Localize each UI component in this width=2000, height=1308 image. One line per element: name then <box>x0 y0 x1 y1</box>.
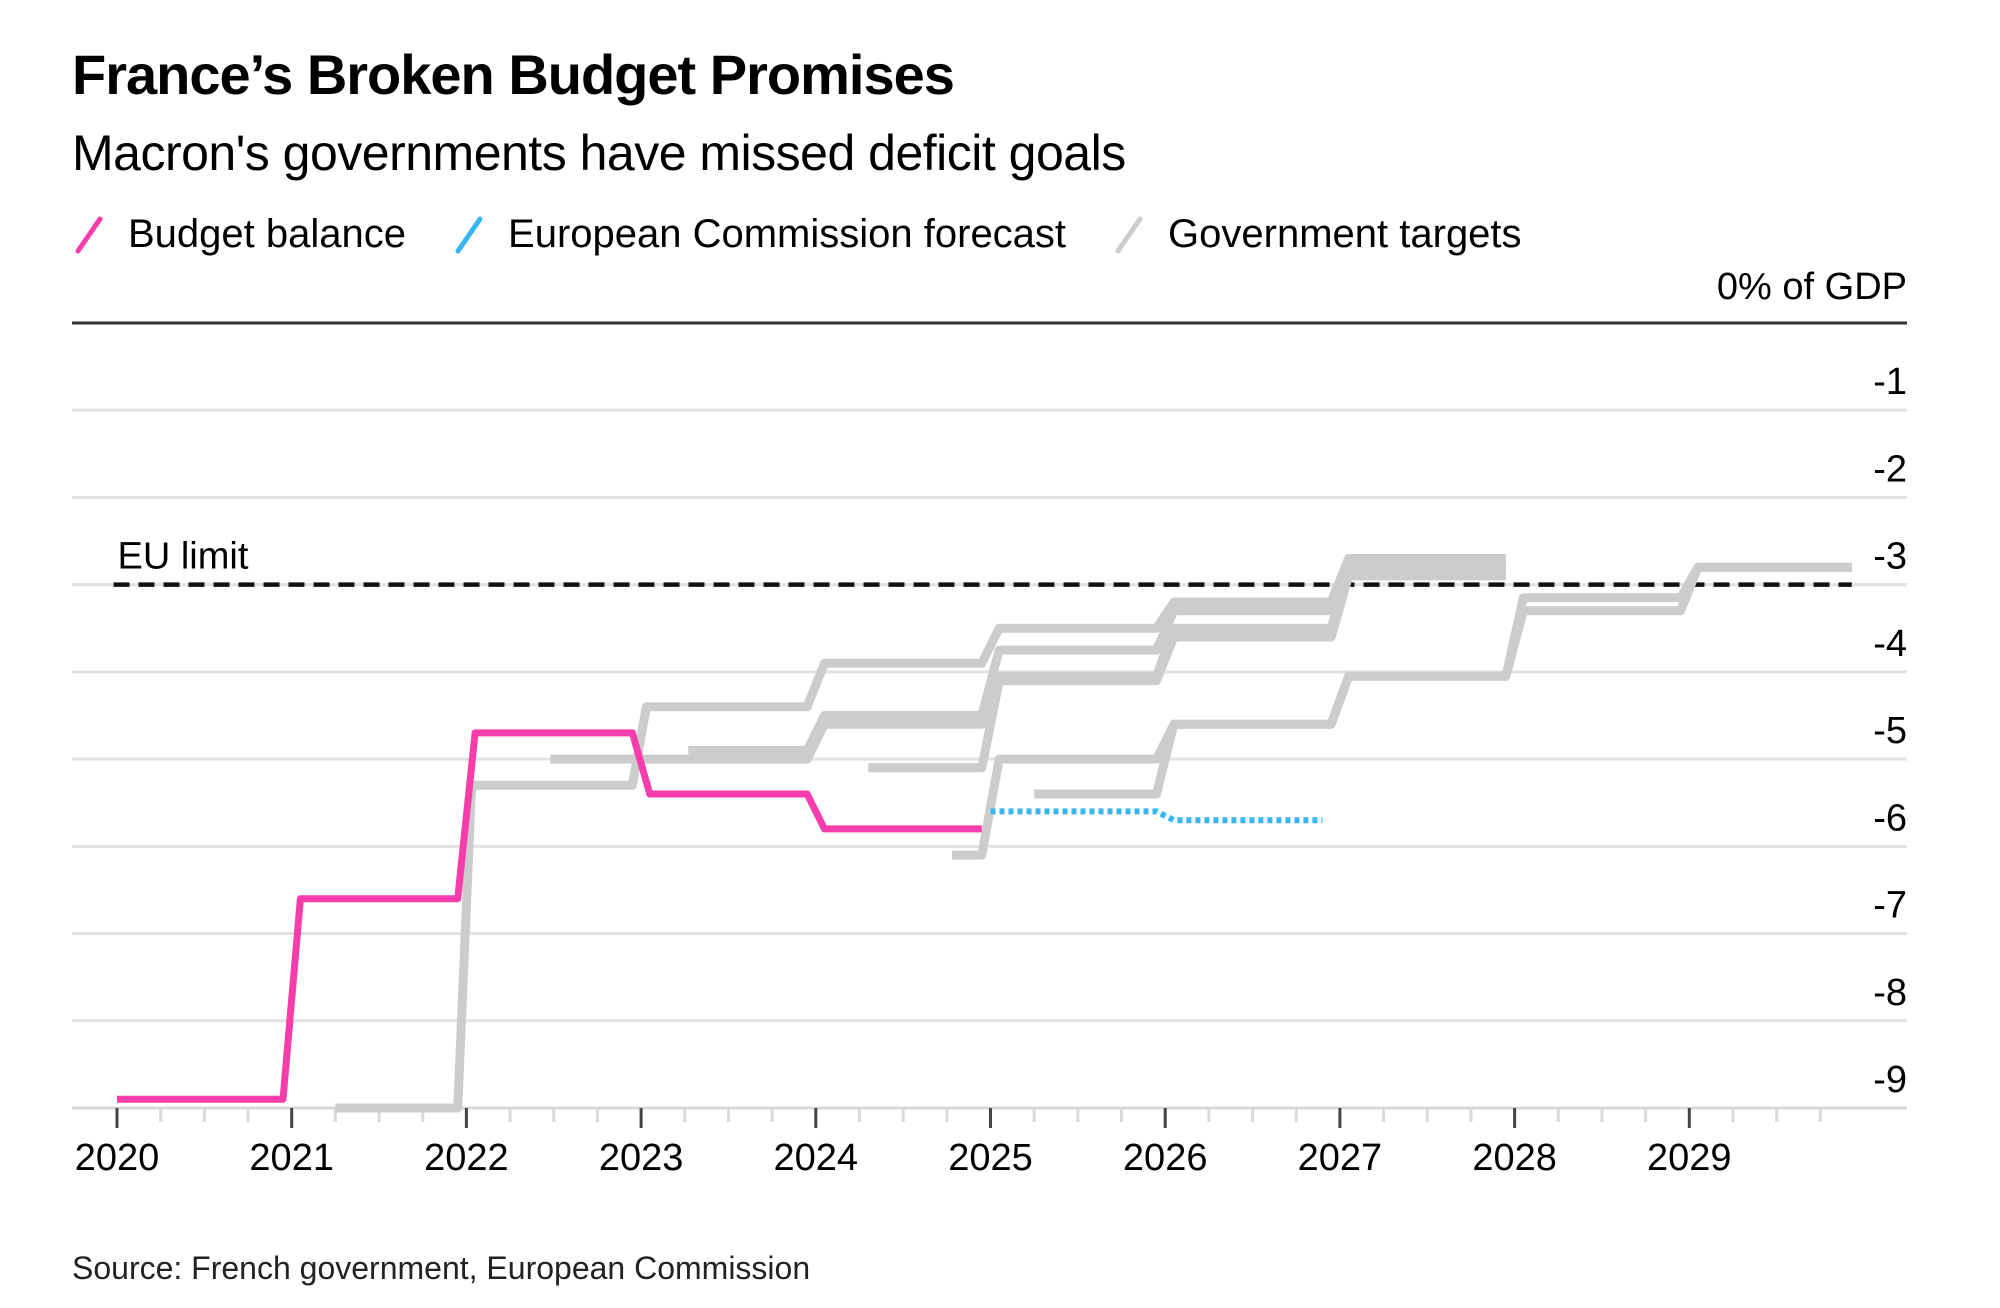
ec-forecast-series <box>990 808 1323 824</box>
chart-subtitle: Macron's governments have missed deficit… <box>72 125 1126 181</box>
legend-label: Budget balance <box>128 212 407 256</box>
government-target-line <box>688 554 1506 755</box>
government-target-line <box>868 571 1506 773</box>
x-axis: 2020 2021 2022 2023 2024 2025 2026 2027 2028 2029 <box>75 1108 1822 1179</box>
y-tick-label: -5 <box>1873 710 1907 752</box>
y-tick-label: -6 <box>1873 797 1907 839</box>
x-tick-label: 2021 <box>249 1137 334 1179</box>
x-tick-label: 2027 <box>1298 1137 1383 1179</box>
x-tick-label: 2028 <box>1472 1137 1557 1179</box>
legend-item-budget-balance: Budget balance <box>72 212 406 257</box>
legend-label: Government targets <box>1168 212 1522 256</box>
legend-swatch-gray-icon <box>1115 216 1143 253</box>
x-tick-label: 2023 <box>599 1137 684 1179</box>
y-tick-label: -8 <box>1873 972 1907 1014</box>
source-note: Source: French government, European Comm… <box>72 1250 811 1286</box>
budget-balance-series <box>117 729 982 1103</box>
legend-swatch-pink-icon <box>75 216 103 253</box>
y-tick-label: -4 <box>1873 623 1907 665</box>
y-tick-label: -3 <box>1873 536 1907 578</box>
legend-label: European Commission forecast <box>508 212 1067 256</box>
budget-balance-line <box>117 729 982 1103</box>
y-axis-ticks: -1 -2 -3 -4 -5 -6 -7 -8 -9 <box>1873 361 1907 1101</box>
legend-item-ec-forecast: European Commission forecast <box>452 212 1066 257</box>
x-tick-label: 2024 <box>774 1137 859 1179</box>
government-target-line <box>335 554 1506 1113</box>
legend-swatch-blue-icon <box>455 216 483 253</box>
government-targets-series <box>335 554 1852 1113</box>
government-target-line <box>1034 562 1852 799</box>
y-tick-label: -2 <box>1873 448 1907 490</box>
x-tick-label: 2026 <box>1123 1137 1208 1179</box>
x-tick-label: 2025 <box>948 1137 1033 1179</box>
x-tick-label: 2022 <box>424 1137 509 1179</box>
government-target-line <box>952 562 1852 860</box>
eu-limit-annotation: EU limit <box>72 536 1907 587</box>
ec-forecast-line <box>990 808 1323 824</box>
x-tick-label: 2020 <box>75 1137 160 1179</box>
chart-title: France’s Broken Budget Promises <box>72 43 955 106</box>
eu-limit-label: EU limit <box>118 536 249 578</box>
government-target-line <box>550 562 1506 764</box>
legend-item-government-targets: Government targets <box>1112 212 1522 257</box>
x-tick-label: 2029 <box>1647 1137 1732 1179</box>
y-tick-label: -9 <box>1873 1059 1907 1101</box>
y-tick-label: -1 <box>1873 361 1907 403</box>
y-axis-unit-label: 0% of GDP <box>1716 266 1907 308</box>
legend: Budget balance European Commission forec… <box>72 212 1568 257</box>
y-tick-label: -7 <box>1873 885 1907 927</box>
